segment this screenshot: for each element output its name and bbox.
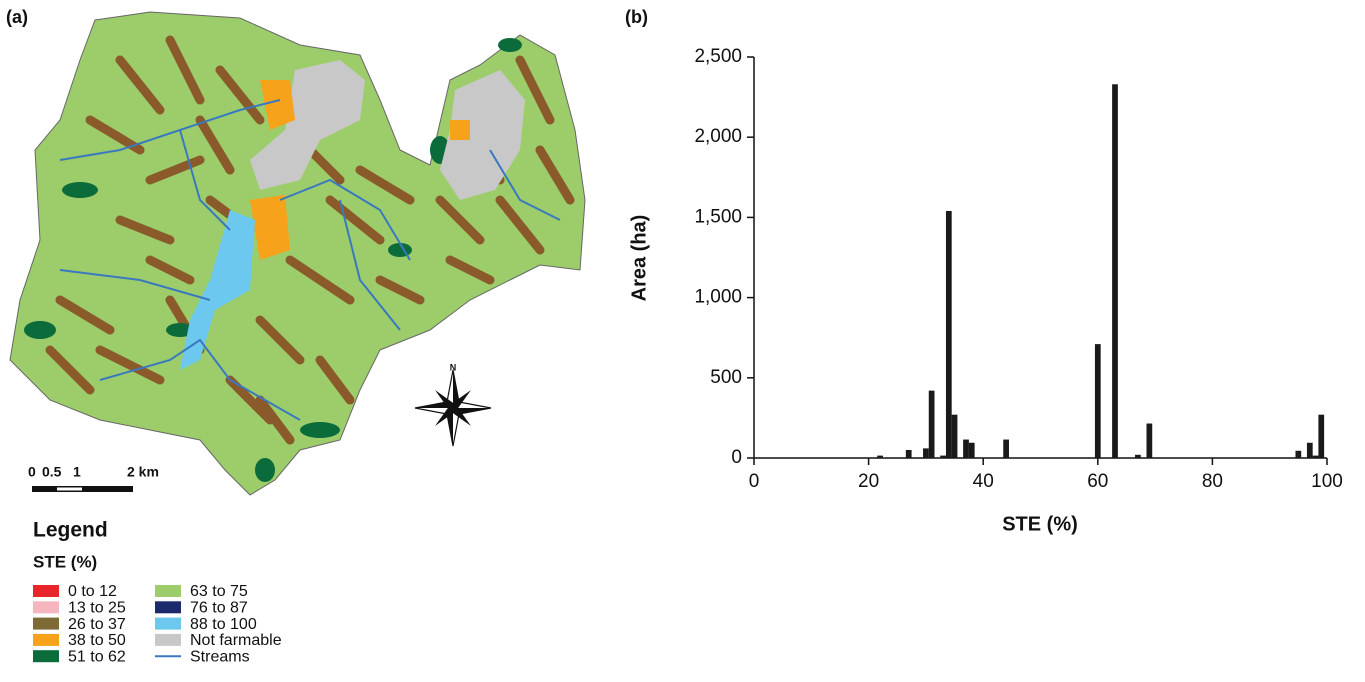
not-farmable bbox=[250, 60, 525, 200]
panel-label: (a) bbox=[6, 7, 28, 27]
legend-label: 13 to 25 bbox=[68, 600, 126, 617]
scale-bar-gap bbox=[57, 487, 82, 491]
y-tick-label: 1,500 bbox=[694, 206, 742, 227]
y-tick-label: 500 bbox=[710, 367, 742, 388]
legend-label: 26 to 37 bbox=[68, 616, 126, 633]
bar bbox=[1112, 84, 1118, 458]
panel-label: (b) bbox=[625, 7, 648, 27]
compass-rose bbox=[414, 369, 492, 447]
legend-swatch bbox=[155, 585, 181, 597]
bar bbox=[968, 442, 975, 458]
bar bbox=[1312, 455, 1319, 458]
scale-label: 1 bbox=[73, 464, 81, 480]
bar bbox=[951, 414, 958, 458]
x-tick-label: 100 bbox=[1311, 471, 1343, 492]
bar bbox=[963, 439, 969, 458]
legend-label: 76 to 87 bbox=[190, 600, 248, 617]
plot: 0 500 1,000 1,500 2,000 2,500 0 20 40 60 80 100 bbox=[694, 46, 1342, 492]
x-tick-label: 60 bbox=[1087, 471, 1108, 492]
scale-label: 0.5 bbox=[42, 464, 62, 480]
bar bbox=[945, 210, 952, 458]
legend-swatch bbox=[155, 617, 181, 630]
legend-swatch bbox=[33, 601, 59, 614]
legend-swatch bbox=[33, 585, 59, 597]
bar bbox=[1146, 423, 1153, 458]
legend-title: Legend bbox=[33, 519, 108, 542]
scale-bar bbox=[32, 486, 133, 492]
bar bbox=[1135, 454, 1141, 458]
scale-label: 2 km bbox=[127, 464, 159, 480]
orange-patches bbox=[250, 80, 470, 260]
legend-swatch bbox=[33, 617, 59, 630]
y-tick-label: 1,000 bbox=[694, 287, 742, 308]
x-tick-label: 0 bbox=[749, 471, 760, 492]
bar bbox=[1295, 450, 1302, 458]
x-tick-label: 40 bbox=[973, 471, 994, 492]
bar bbox=[877, 455, 883, 458]
y-axis-label: Area (ha) bbox=[628, 215, 650, 302]
scale-bar-fill bbox=[32, 486, 133, 492]
x-tick-label: 80 bbox=[1202, 471, 1223, 492]
y-tick-label: 2,000 bbox=[694, 126, 742, 147]
bar bbox=[1306, 442, 1313, 458]
streams bbox=[59, 99, 561, 421]
bar bbox=[928, 390, 935, 458]
map-dark-patches bbox=[24, 38, 522, 482]
bar bbox=[905, 449, 912, 458]
bar bbox=[1094, 344, 1101, 458]
legend-swatch bbox=[155, 633, 181, 646]
legend-swatch bbox=[155, 601, 181, 614]
legend-subtitle: STE (%) bbox=[33, 552, 97, 571]
y-tick-label: 0 bbox=[731, 447, 742, 468]
bar bbox=[1318, 414, 1325, 458]
legend-label: 51 to 62 bbox=[68, 648, 126, 665]
legend-swatch bbox=[33, 633, 59, 646]
legend-label: Streams bbox=[190, 648, 250, 665]
legend-label: 38 to 50 bbox=[68, 632, 126, 649]
y-tick-label: 2,500 bbox=[694, 46, 742, 67]
x-axis-label: STE (%) bbox=[1002, 513, 1078, 535]
compass-label: N bbox=[450, 362, 457, 372]
lake bbox=[180, 210, 255, 370]
legend-label: 63 to 75 bbox=[190, 583, 248, 600]
legend-label: Not farmable bbox=[190, 632, 282, 649]
legend-label: 88 to 100 bbox=[190, 616, 257, 633]
bar bbox=[923, 448, 929, 458]
legend-label: 0 to 12 bbox=[68, 583, 117, 600]
bar bbox=[940, 455, 946, 458]
map-artwork bbox=[9, 11, 586, 496]
scale-label: 0 bbox=[28, 464, 36, 480]
x-tick-label: 20 bbox=[858, 471, 879, 492]
bar bbox=[1003, 439, 1009, 458]
legend-swatch bbox=[33, 650, 59, 663]
